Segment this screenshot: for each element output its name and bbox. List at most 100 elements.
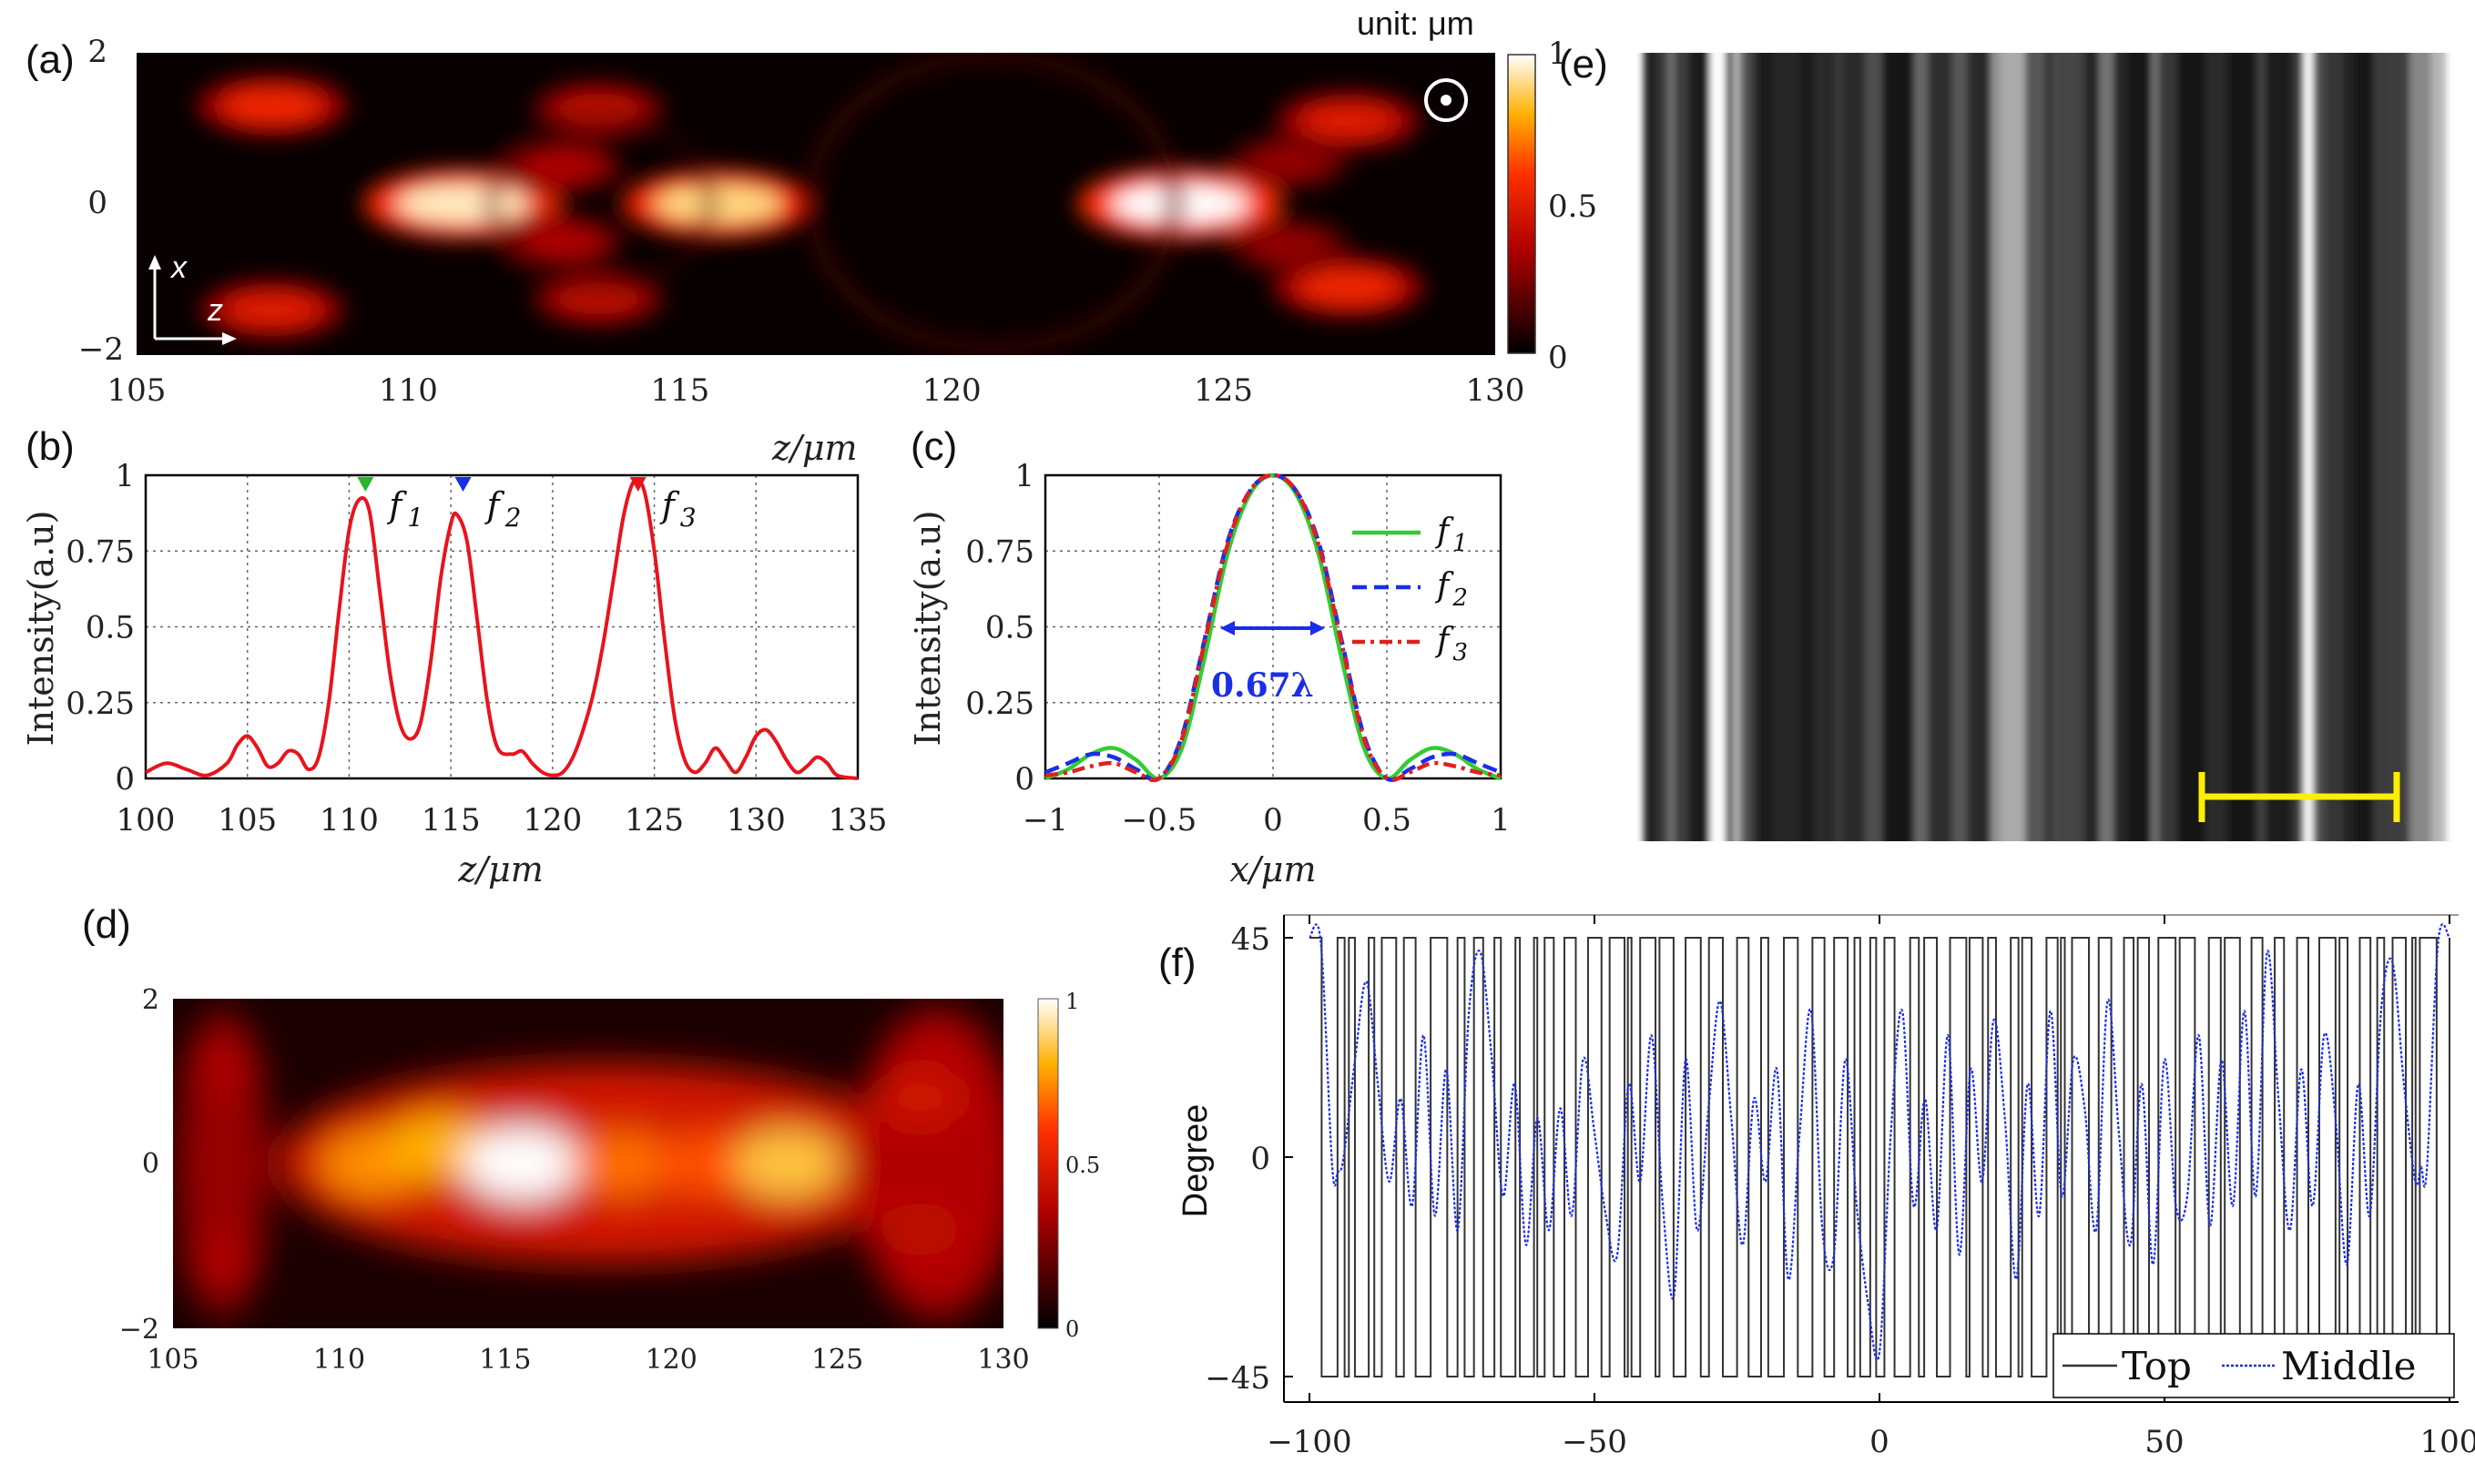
d-cbar-tick: 0 [1065, 1316, 1079, 1342]
heatmap-d-glow [177, 1009, 269, 1318]
stripe-band [2299, 53, 2306, 841]
stripe-band [2151, 53, 2160, 841]
a-ytick: −2 [78, 331, 124, 368]
d-cbar-tick: 1 [1065, 989, 1079, 1014]
b-ytick: 0 [115, 761, 135, 798]
b-ytick: 0.25 [66, 686, 135, 722]
arrow-label-z: z [207, 293, 223, 328]
heatmap-a-hotspot-core [654, 184, 783, 224]
c-ytick: 0.25 [965, 686, 1034, 722]
b-ticks: 100 105 110 115 120 125 130 135 0 0.25 0.5 0.75 1 [66, 458, 887, 839]
unit-label: unit: μm [1357, 5, 1474, 42]
stripe-band [1952, 53, 1968, 841]
heatmap-d-hotspot [613, 1202, 697, 1257]
f-series-top [1309, 937, 2450, 1377]
heatmap-a-hotspot-core [518, 150, 603, 182]
c-ytick: 1 [1014, 458, 1034, 494]
b-ytick: 0.5 [86, 610, 135, 646]
z-arrowhead-icon [222, 332, 237, 345]
panel-label-d: (d) [82, 902, 131, 947]
stripe-band [1733, 53, 1740, 841]
b-xtick: 110 [320, 802, 379, 839]
d-xtick: 130 [977, 1344, 1029, 1376]
heatmap-a: x z 2 0 −2 105 110 115 120 125 130 1 0.5 0 un… [78, 5, 1597, 409]
b-peak-marker-icon [629, 477, 647, 492]
f-top-wave [1309, 937, 2450, 1377]
d-xtick: 125 [811, 1344, 863, 1376]
b-ylabel: Intensity(a.u) [21, 511, 61, 747]
stripe-band [2113, 53, 2129, 841]
colorbar-d [1037, 998, 1059, 1329]
f-xtick: 50 [2144, 1424, 2184, 1460]
stripe-bands [1644, 53, 2446, 841]
c-ytick: 0.75 [965, 534, 1034, 570]
heatmap-d-hotspot [463, 1127, 582, 1200]
stripe-band [1739, 53, 1747, 841]
c-xtick: 1 [1491, 802, 1511, 839]
stripe-band [1756, 53, 1775, 841]
b-xtick: 135 [829, 802, 888, 839]
stripe-band [2205, 53, 2228, 841]
c-xtick: −0.5 [1122, 802, 1197, 839]
stripe-band [1882, 53, 1901, 841]
c-series [1044, 473, 1502, 783]
heatmap-d-hotspot [880, 1203, 961, 1256]
a-cbar-tick: 1 [1548, 36, 1568, 72]
d-ytick: 2 [142, 984, 159, 1016]
c-series-f3 [1044, 473, 1502, 783]
d-ytick: 0 [142, 1148, 159, 1180]
stripe-band [2431, 53, 2446, 841]
stripe-band [2051, 53, 2061, 841]
b-xtick: 130 [727, 802, 786, 839]
out-of-plane-icon [1424, 78, 1468, 122]
stripe-band [2266, 53, 2276, 841]
f-ytick: 0 [1250, 1141, 1270, 1177]
stripe-band [1967, 53, 1981, 841]
stripe-band [2275, 53, 2293, 841]
heatmap-d: 2 0 −2 105 110 115 120 125 130 1 0.5 0 [119, 984, 1100, 1376]
heatmap-a-hotspot-core [555, 282, 643, 314]
a-ytick: 2 [87, 34, 107, 70]
c-legend: f 1f 2f 3 [1352, 513, 1468, 666]
c-ylabel: Intensity(a.u) [908, 511, 948, 747]
c-xtick: −1 [1023, 802, 1068, 839]
b-peak-marker-icon [357, 477, 374, 492]
f-xtick: −50 [1562, 1424, 1627, 1460]
heatmap-d-glow [855, 1009, 1003, 1318]
x-arrowhead-icon [148, 255, 161, 269]
heatmap-a-hotspot-core [1248, 230, 1329, 261]
f-xtick: −100 [1267, 1424, 1351, 1460]
a-xtick: 120 [922, 372, 982, 409]
heatmap-a-ring [486, 115, 716, 290]
stripe-band [2362, 53, 2374, 841]
stripe-band [2045, 53, 2052, 841]
fwhm-arrowhead-right-icon [1310, 621, 1325, 635]
stripe-band [1836, 53, 1843, 841]
b-xtick: 120 [523, 802, 582, 839]
heatmap-d-hotspot [656, 1133, 753, 1194]
c-ytick: 0 [1014, 761, 1034, 798]
out-of-plane-dot-icon [1441, 95, 1451, 106]
stripe-band [2128, 53, 2152, 841]
stripe-band [1928, 53, 1953, 841]
stripe-band [1668, 53, 1675, 841]
stripe-band [2025, 53, 2046, 841]
c-xlabel: x/μm [1230, 849, 1317, 889]
b-xtick: 105 [218, 802, 277, 839]
c-ytick: 0.5 [985, 610, 1034, 646]
stripe-band [1774, 53, 1799, 841]
stripe-band [2356, 53, 2363, 841]
heatmap-d-hotspot [571, 1132, 671, 1195]
c-xtick: 0 [1263, 802, 1283, 839]
b-peak-marker-icon [454, 477, 472, 492]
a-xtick: 105 [107, 372, 167, 409]
b-xtick: 115 [422, 802, 481, 839]
heatmap-d-hotspot [879, 1070, 962, 1125]
panel-label-a: (a) [25, 37, 75, 82]
f-ylabel: Degree [1176, 1104, 1215, 1218]
a-xtick: 115 [650, 372, 709, 409]
